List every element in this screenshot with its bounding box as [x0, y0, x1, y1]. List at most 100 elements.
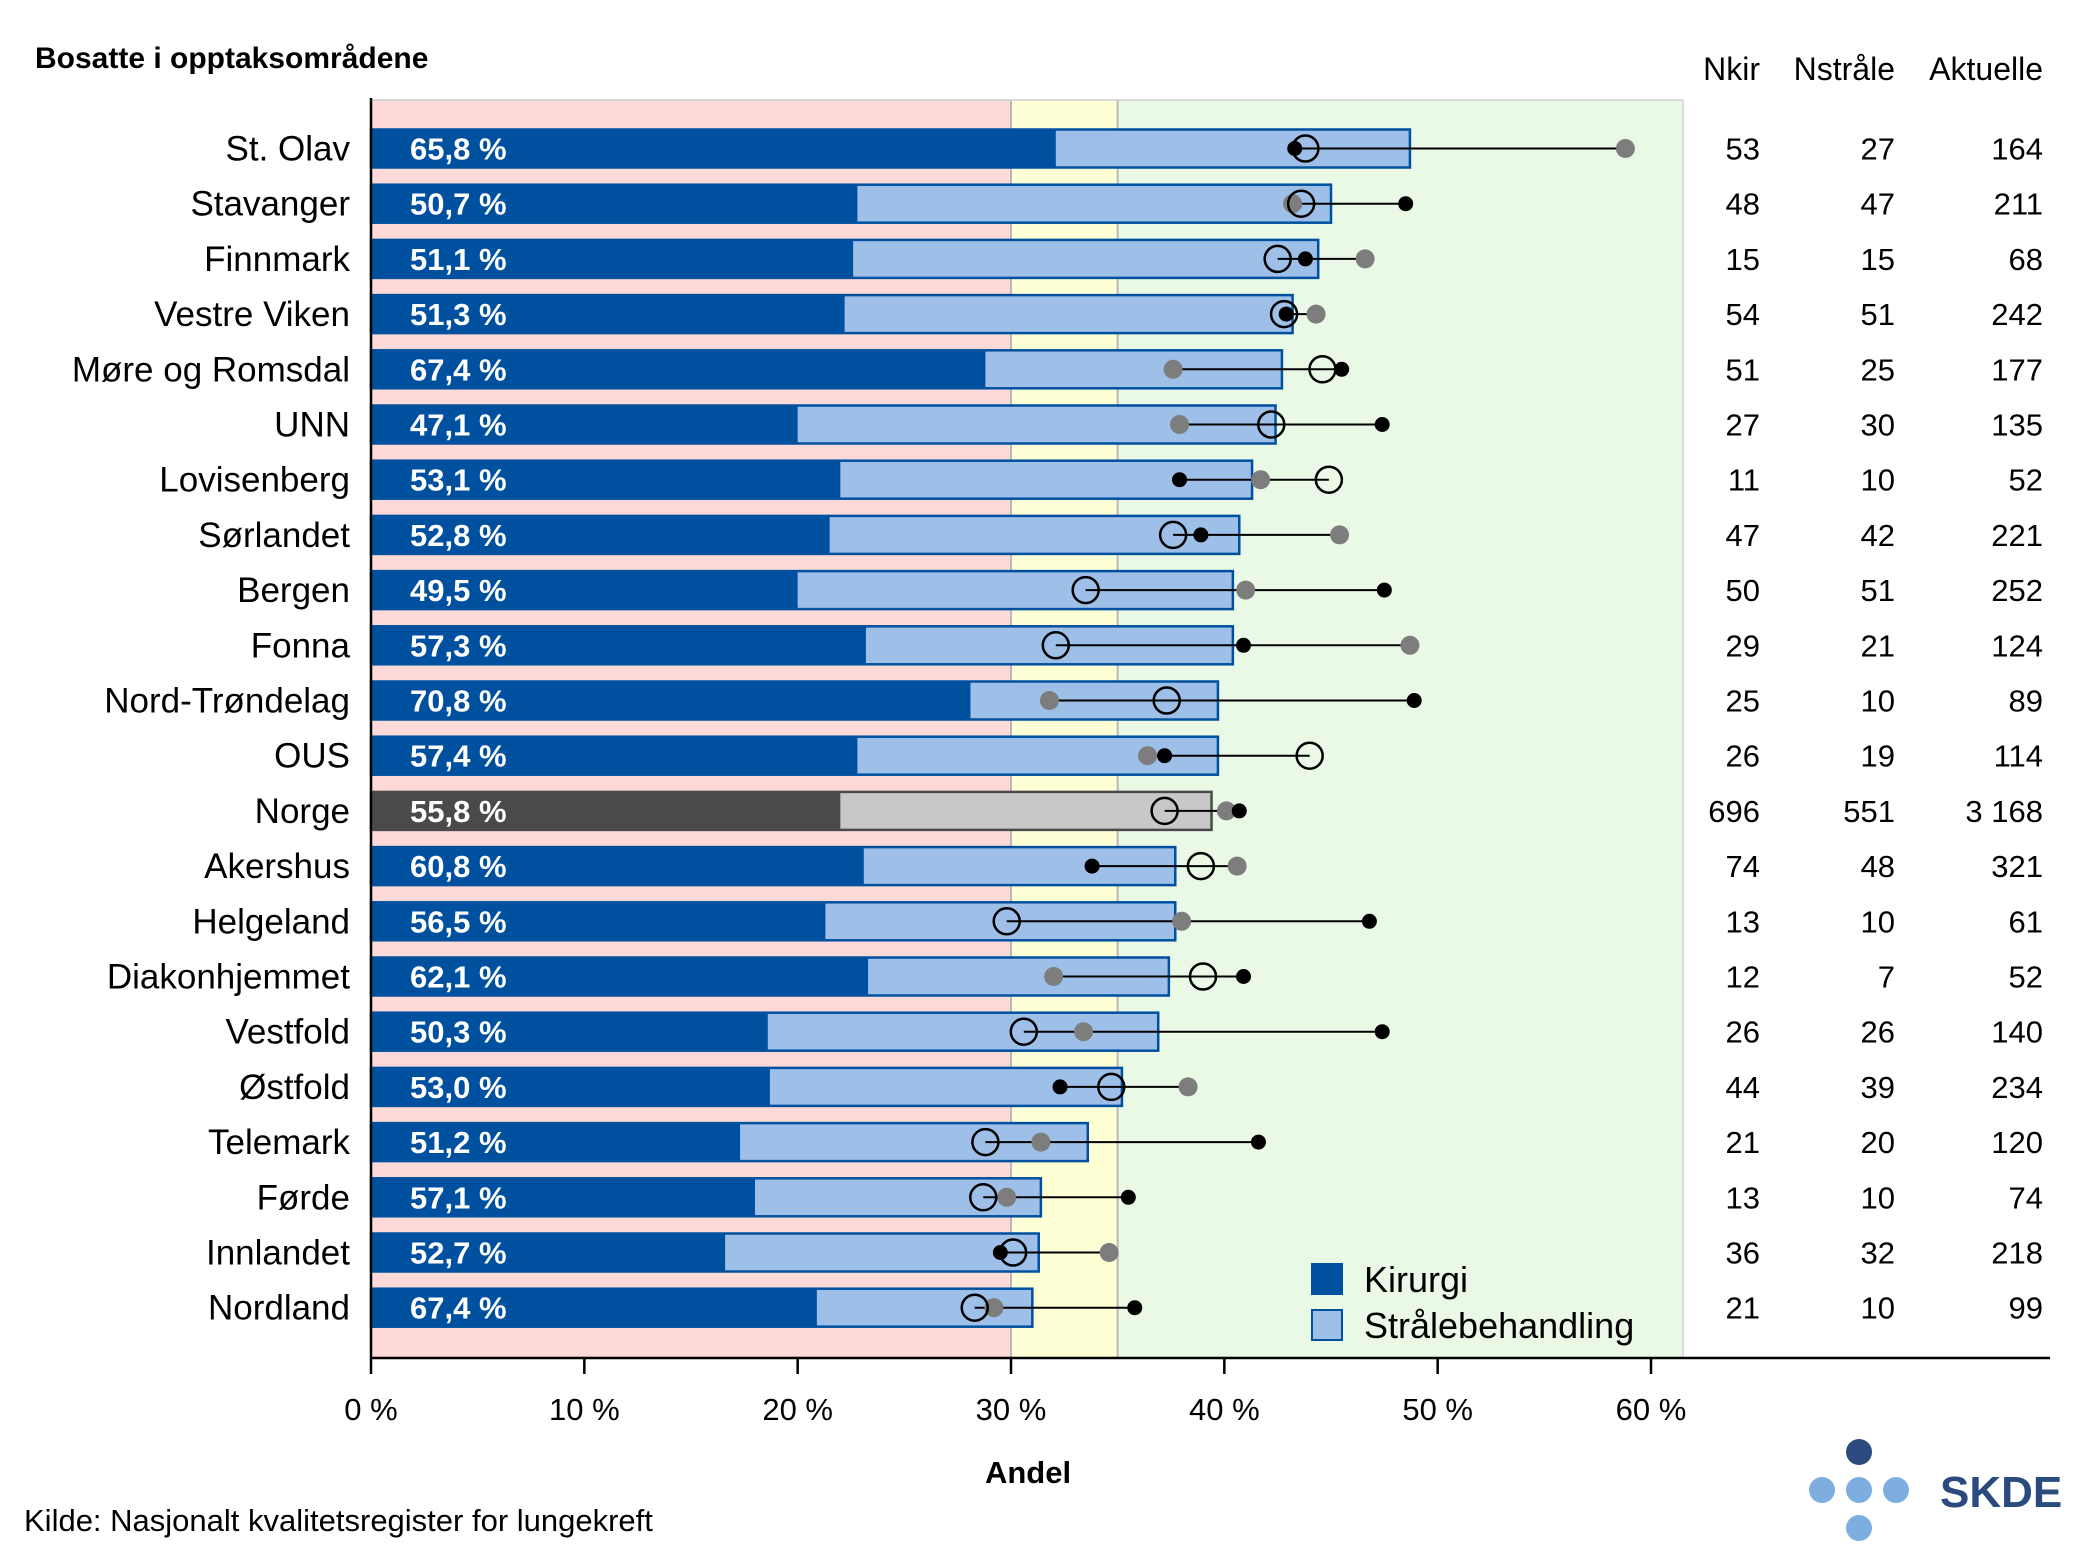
aktuelle-value-ous: 114: [1994, 739, 2043, 774]
open-circle-innlandet: [998, 1238, 1028, 1267]
region-label-fonna: Fonna: [251, 626, 351, 665]
nstrale-value-vestfold: 26: [1861, 1015, 1895, 1050]
nkir-value-fonna: 29: [1726, 628, 1760, 663]
black-dot-more-og-romsdal: [1334, 361, 1350, 377]
black-dot-unn: [1374, 417, 1390, 432]
black-dot-fonna: [1236, 637, 1252, 653]
bar-kirurgi-sorlandet: [371, 515, 830, 554]
region-label-lovisenberg: Lovisenberg: [159, 461, 350, 500]
x-axis: 0 % 10 % 20 % 30 % 40 % 50 % 60 %: [344, 98, 2050, 1427]
open-circle-telemark: [971, 1127, 1000, 1157]
region-label-sorlandet: Sørlandet: [198, 516, 350, 555]
pct-label-bergen: 49,5 %: [410, 573, 507, 608]
grey-dot-unn: [1170, 415, 1190, 434]
region-label-innlandet: Innlandet: [206, 1234, 350, 1273]
aktuelle-value-stavanger: 211: [1994, 187, 2043, 222]
pct-label-telemark: 51,2 %: [410, 1125, 507, 1160]
pct-label-ous: 57,4 %: [410, 739, 507, 774]
pct-label-forde: 57,1 %: [410, 1180, 507, 1215]
bar-kirurgi-ostfold: [371, 1067, 770, 1106]
nkir-value-stavanger: 48: [1726, 187, 1760, 222]
aktuelle-value-more-og-romsdal: 177: [1991, 352, 2043, 387]
legend-swatch-kirurgi: [1311, 1263, 1343, 1295]
nstrale-value-stavanger: 47: [1861, 187, 1895, 222]
region-label-helgeland: Helgeland: [192, 902, 350, 941]
aktuelle-value-akershus: 321: [1991, 849, 2043, 884]
black-dot-diakonhjemmet: [1236, 969, 1252, 984]
aktuelle-value-st-olav: 164: [1991, 132, 2043, 167]
target-zones: [371, 99, 1684, 1358]
pct-label-nord-trondelag: 70,8 %: [410, 684, 507, 719]
pct-label-sorlandet: 52,8 %: [410, 518, 507, 553]
grey-dot-helgeland: [1172, 911, 1192, 931]
nstrale-value-nord-trondelag: 10: [1861, 684, 1895, 719]
nkir-value-ous: 26: [1726, 739, 1760, 774]
black-dot-bergen: [1376, 582, 1392, 598]
aktuelle-value-norge: 3 168: [1965, 794, 2043, 829]
legend-swatch-stralebehandling: [1311, 1309, 1343, 1341]
open-circle-sorlandet: [1158, 520, 1188, 550]
black-dot-ostfold: [1052, 1079, 1068, 1095]
region-label-akershus: Akershus: [204, 847, 350, 886]
open-circle-forde: [969, 1183, 998, 1212]
open-circle-fonna: [1041, 631, 1071, 660]
open-circle-akershus: [1186, 851, 1216, 881]
aktuelle-value-nord-trondelag: 89: [2009, 684, 2043, 719]
grey-dot-telemark: [1031, 1132, 1051, 1152]
target-zone-1: [1011, 100, 1118, 1358]
region-label-st-olav: St. Olav: [226, 130, 351, 169]
nkir-value-telemark: 21: [1726, 1125, 1760, 1160]
open-circle-st-olav: [1291, 134, 1320, 163]
pct-label-finnmark: 51,1 %: [410, 242, 507, 277]
black-dot-ous: [1157, 748, 1173, 764]
black-dot-stavanger: [1398, 196, 1414, 212]
aktuelle-value-nordland: 99: [2009, 1291, 2043, 1326]
bar-kirurgi-innlandet: [371, 1233, 726, 1272]
open-circle-ostfold: [1097, 1072, 1126, 1102]
logo-dot-left: [1809, 1477, 1835, 1503]
x-tick-label-0: 0 %: [344, 1392, 397, 1427]
bar-kirurgi-diakonhjemmet: [371, 957, 869, 996]
nstrale-value-st-olav: 27: [1861, 132, 1895, 167]
pct-label-vestre-viken: 51,3 %: [410, 297, 507, 332]
logo-dot-top: [1846, 1439, 1872, 1465]
pct-label-lovisenberg: 53,1 %: [410, 463, 507, 498]
nkir-value-bergen: 50: [1726, 573, 1760, 608]
region-label-bergen: Bergen: [237, 571, 350, 610]
nstrale-value-finnmark: 15: [1861, 242, 1895, 277]
region-label-diakonhjemmet: Diakonhjemmet: [107, 958, 350, 997]
black-dot-helgeland: [1361, 913, 1377, 929]
region-label-finnmark: Finnmark: [204, 240, 350, 279]
nkir-value-finnmark: 15: [1726, 242, 1760, 277]
nkir-value-nordland: 21: [1726, 1291, 1760, 1326]
nkir-value-st-olav: 53: [1726, 132, 1760, 167]
open-circle-bergen: [1071, 575, 1100, 605]
region-label-nordland: Nordland: [208, 1289, 350, 1328]
bar-kirurgi-st-olav: [371, 129, 1056, 168]
region-label-stavanger: Stavanger: [190, 185, 350, 224]
nkir-value-more-og-romsdal: 51: [1726, 352, 1760, 387]
aktuelle-value-forde: 74: [2009, 1180, 2043, 1215]
nkir-value-norge: 696: [1708, 794, 1760, 829]
labels-layer: St. Olav 65,8 % 53 27 164 Stavanger 50,7 % 48 47…: [72, 130, 2043, 1328]
nkir-value-vestre-viken: 54: [1726, 297, 1760, 332]
aktuelle-value-lovisenberg: 52: [2009, 463, 2043, 498]
nstrale-value-telemark: 20: [1861, 1125, 1895, 1160]
legend: Kirurgi Strålebehandling: [1311, 1259, 1634, 1346]
nkir-value-ostfold: 44: [1726, 1070, 1760, 1105]
bar-kirurgi-ous: [371, 736, 858, 775]
aktuelle-value-diakonhjemmet: 52: [2009, 960, 2043, 995]
x-axis-label: Andel: [985, 1455, 1071, 1490]
nstrale-value-nordland: 10: [1861, 1291, 1895, 1326]
pct-label-unn: 47,1 %: [410, 408, 507, 443]
black-dot-telemark: [1250, 1134, 1266, 1150]
region-label-forde: Førde: [257, 1178, 350, 1217]
grey-dot-stavanger: [1283, 194, 1303, 214]
bar-kirurgi-finnmark: [371, 239, 854, 278]
skde-logo: SKDE: [1809, 1439, 2062, 1541]
x-tick-label-4: 40 %: [1189, 1392, 1260, 1427]
column-header-aktuelle: Aktuelle: [1929, 51, 2043, 87]
nstrale-value-vestre-viken: 51: [1861, 297, 1895, 332]
grey-dot-more-og-romsdal: [1163, 359, 1183, 379]
open-circle-ous: [1295, 741, 1324, 770]
